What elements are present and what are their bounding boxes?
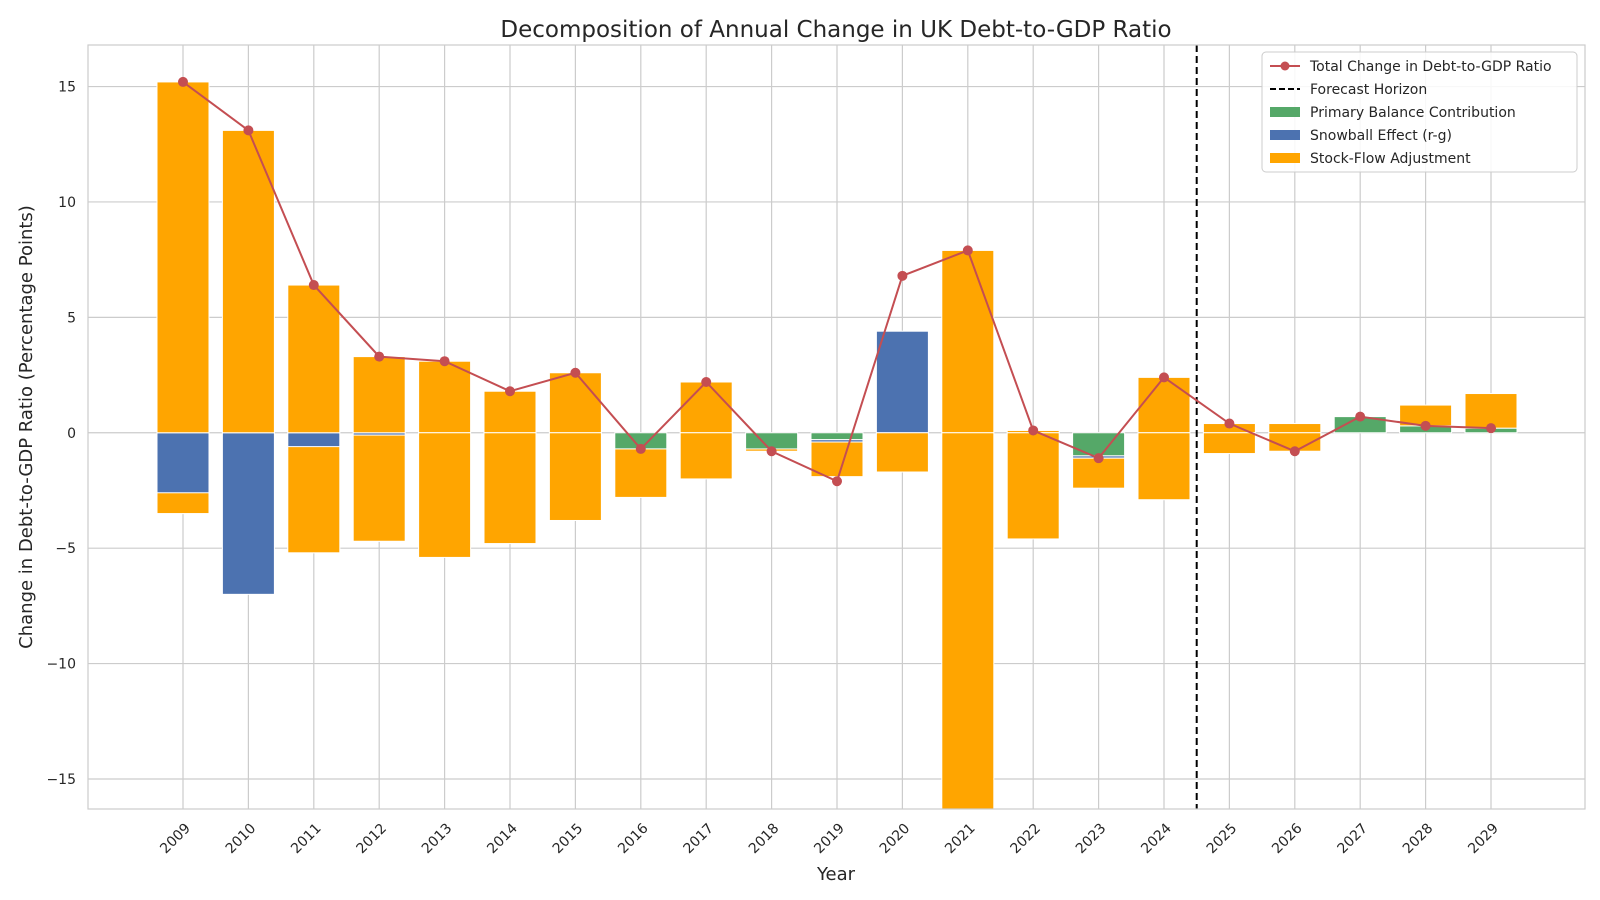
bars xyxy=(156,81,1518,810)
y-tick-label: 10 xyxy=(58,195,76,211)
bar-stock-flow-adjustment-lower xyxy=(287,446,341,554)
legend-label-total: Total Change in Debt-to-GDP Ratio xyxy=(1309,59,1552,75)
legend-swatch-primary xyxy=(1270,107,1300,117)
total-change-point xyxy=(832,476,842,487)
bar-stock-flow-adjustment-lower xyxy=(352,434,406,542)
x-tick-label: 2016 xyxy=(615,820,652,857)
x-tick-label: 2018 xyxy=(746,821,783,858)
total-change-point xyxy=(308,280,319,291)
legend-label-primary: Primary Balance Contribution xyxy=(1310,105,1516,121)
y-tick-label: 0 xyxy=(67,426,76,442)
x-tick-label: 2027 xyxy=(1335,821,1372,858)
legend-label-snowball: Snowball Effect (r-g) xyxy=(1310,128,1452,144)
bar-stock-flow-adjustment xyxy=(221,129,275,434)
legend-label-sfa: Stock-Flow Adjustment xyxy=(1310,151,1471,167)
total-change-point xyxy=(1028,425,1039,436)
legend-box xyxy=(1261,51,1578,173)
y-tick-label: −5 xyxy=(55,541,76,557)
bar-stock-flow-adjustment xyxy=(483,390,537,434)
x-tick-label: 2015 xyxy=(550,821,587,858)
total-change-point xyxy=(1159,372,1169,383)
legend-label-horizon: Forecast Horizon xyxy=(1310,82,1427,98)
legend: Total Change in Debt-to-GDP Ratio Forecas… xyxy=(1261,51,1578,173)
x-tick-label: 2024 xyxy=(1138,820,1175,857)
y-tick-label: −15 xyxy=(46,772,76,788)
bar-stock-flow-adjustment xyxy=(1137,376,1191,434)
x-axis-label: Year xyxy=(816,864,856,885)
bar-stock-flow-adjustment xyxy=(1268,423,1322,434)
bar-stock-flow-adjustment xyxy=(548,372,602,434)
total-change-point xyxy=(766,446,777,457)
total-change-point xyxy=(505,386,515,397)
bar-stock-flow-adjustment-lower xyxy=(418,432,472,558)
total-change-point xyxy=(635,443,646,454)
x-tick-label: 2021 xyxy=(942,821,979,858)
x-tick-label: 2026 xyxy=(1269,820,1306,857)
x-tick-label: 2014 xyxy=(484,820,521,857)
x-tick-label: 2011 xyxy=(288,821,325,858)
x-tick-label: 2013 xyxy=(419,821,456,858)
bar-stock-flow-adjustment xyxy=(810,441,864,478)
bar-stock-flow-adjustment-lower xyxy=(1202,432,1256,455)
total-change-point xyxy=(439,356,450,367)
bar-stock-flow-adjustment-lower xyxy=(941,432,995,810)
total-change-point xyxy=(570,367,581,378)
x-tick-label: 2029 xyxy=(1465,821,1502,858)
legend-swatch-sfa xyxy=(1270,153,1300,163)
bar-snowball-effect xyxy=(875,330,929,434)
x-tick-label: 2009 xyxy=(157,821,194,858)
bar-stock-flow-adjustment-lower xyxy=(483,432,537,545)
bar-stock-flow-adjustment-lower xyxy=(548,432,602,521)
bar-stock-flow-adjustment xyxy=(679,381,733,434)
y-tick-label: 15 xyxy=(58,80,76,96)
total-change-point xyxy=(243,125,254,136)
total-change-point xyxy=(1486,423,1496,434)
bar-stock-flow-adjustment-lower xyxy=(156,492,210,515)
bar-snowball-effect xyxy=(221,432,275,595)
total-change-point xyxy=(962,245,973,256)
total-change-point xyxy=(1355,411,1366,422)
chart-title: Decomposition of Annual Change in UK Deb… xyxy=(500,17,1171,43)
x-tick-label: 2028 xyxy=(1400,821,1437,858)
bar-stock-flow-adjustment-lower xyxy=(875,432,929,473)
bar-stock-flow-adjustment-lower xyxy=(1006,432,1060,540)
x-tick-label: 2019 xyxy=(811,821,848,858)
y-tick-label: 5 xyxy=(67,310,76,326)
total-change-point xyxy=(374,351,385,362)
x-tick-label: 2025 xyxy=(1204,821,1241,858)
x-tick-label: 2020 xyxy=(877,821,914,858)
total-change-point xyxy=(1224,418,1235,429)
total-change-point xyxy=(897,270,908,281)
bar-stock-flow-adjustment xyxy=(1464,393,1518,429)
bar-stock-flow-adjustment xyxy=(352,356,406,434)
x-tick-label: 2017 xyxy=(681,821,718,858)
x-tick-label: 2023 xyxy=(1073,821,1110,858)
bar-stock-flow-adjustment-lower xyxy=(679,432,733,480)
legend-swatch-snowball xyxy=(1270,130,1300,140)
bar-stock-flow-adjustment-lower xyxy=(1137,432,1191,501)
total-change-point xyxy=(1289,446,1300,457)
bar-stock-flow-adjustment xyxy=(941,249,995,434)
total-line xyxy=(178,76,1496,487)
total-change-point xyxy=(1420,420,1431,431)
legend-marker-total xyxy=(1280,61,1290,71)
y-tick-label: −10 xyxy=(46,657,76,673)
x-tick-label: 2012 xyxy=(354,821,391,858)
x-tick-label: 2022 xyxy=(1008,821,1045,858)
x-tick-label: 2010 xyxy=(223,821,260,858)
y-tick-labels: −15 −10 −5 0 5 10 15 xyxy=(46,80,76,788)
total-change-point xyxy=(1093,453,1104,464)
bar-stock-flow-adjustment xyxy=(614,448,668,498)
total-change-point xyxy=(701,376,712,387)
bar-stock-flow-adjustment xyxy=(1072,457,1126,489)
plot-frame xyxy=(87,44,1586,810)
bar-stock-flow-adjustment xyxy=(418,360,472,434)
y-axis-label: Change in Debt-to-GDP Ratio (Percentage … xyxy=(16,205,37,649)
x-tick-labels: 2009 2010 2011 2012 2013 2014 2015 2016 2017 2018… xyxy=(157,820,1502,857)
total-change-point xyxy=(178,76,188,87)
bar-primary-balance xyxy=(810,432,864,441)
bar-stock-flow-adjustment xyxy=(156,81,210,434)
bar-stock-flow-adjustment xyxy=(287,284,341,434)
